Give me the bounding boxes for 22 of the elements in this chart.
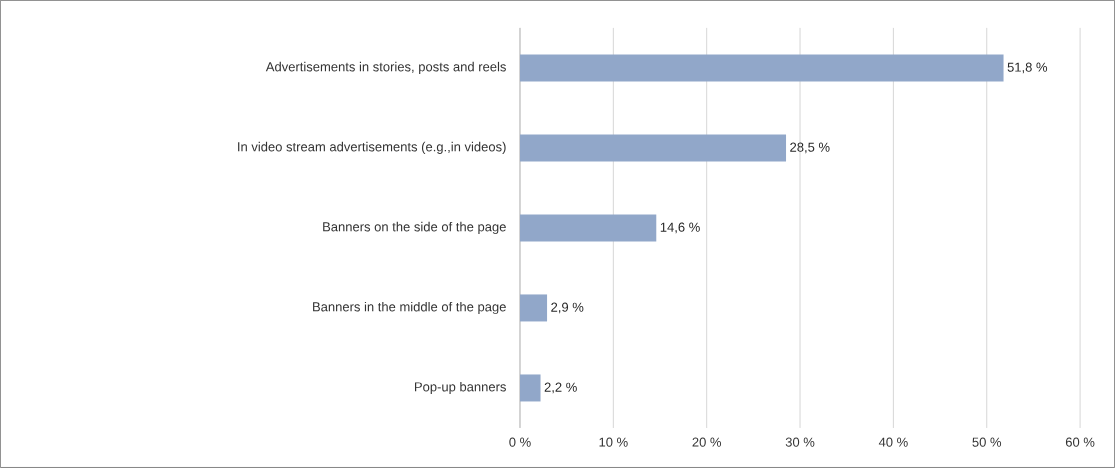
y-tick-label: Advertisements in stories, posts and reels	[265, 61, 506, 75]
x-tick-label: 60 %	[1065, 437, 1095, 447]
x-tick-label: 50 %	[972, 437, 1002, 447]
x-tick-label: 40 %	[878, 437, 908, 447]
x-tick-label: 10 %	[599, 437, 628, 447]
x-tick-label: 0 %	[509, 437, 531, 447]
x-tick-label: 20 %	[692, 437, 722, 447]
y-tick-label: Pop-up banners	[415, 381, 506, 395]
data-label: 2,9 %	[551, 302, 584, 314]
bar	[519, 294, 548, 322]
bar	[519, 54, 1004, 82]
y-tick-label: Banners in the middle of the page	[313, 301, 506, 315]
y-tick-label: Banners on the side of the page	[323, 221, 506, 235]
data-label: 2,2 %	[544, 382, 577, 394]
data-label: 51,8 %	[1007, 62, 1048, 74]
y-tick-label: In video stream advertisements (e.g.,in videos)	[238, 141, 506, 155]
data-label: 14,6 %	[660, 222, 700, 234]
bar	[519, 374, 541, 402]
x-tick-label: 30 %	[785, 437, 815, 447]
data-label: 28,5 %	[790, 142, 830, 154]
bar	[519, 134, 787, 162]
bar	[519, 214, 657, 242]
